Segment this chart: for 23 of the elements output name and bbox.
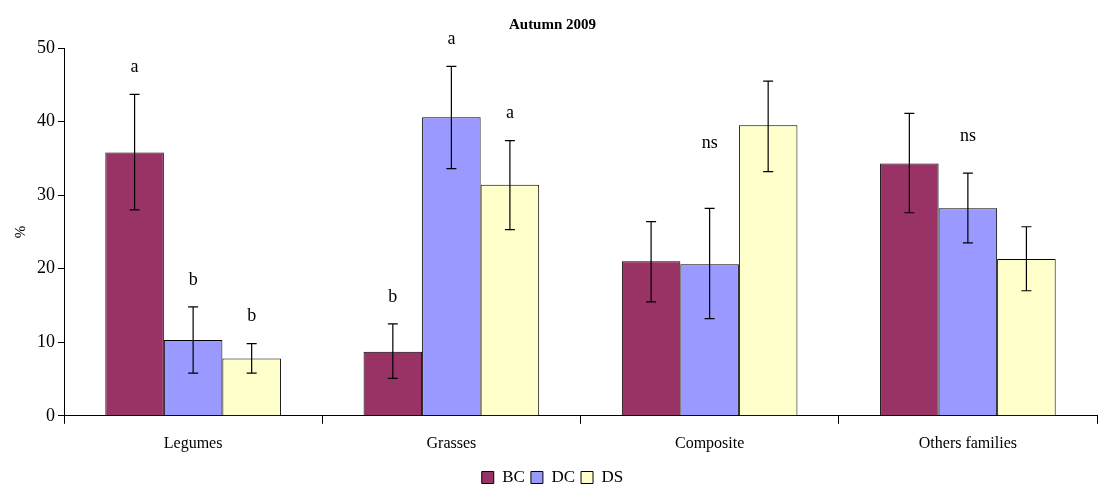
x-tick-label: Grasses [426,433,477,451]
legend-label: DS [601,466,624,486]
legend-label: BC [502,466,525,486]
annotation: ns [959,124,976,145]
y-tick-label: 50 [37,36,55,57]
y-tick-label: 10 [37,330,55,351]
annotation: ns [701,132,718,153]
chart-title: Autumn 2009 [508,15,597,32]
annotation: a [505,102,514,123]
text: a [447,28,456,49]
x-tick-label: Legumes [163,433,223,452]
x-tick-label: Others families [918,433,1017,451]
y-axis-title: % [11,225,28,239]
y-tick-label: 0 [46,404,55,425]
x-tick-label: Composite [674,433,745,452]
annotation: b [247,305,257,326]
annotation: a [130,56,139,77]
y-tick-label: 40 [37,110,55,131]
annotation: b [388,285,398,306]
legend-label: DC [551,466,576,486]
annotation: b [188,268,198,289]
y-tick-label: 20 [37,257,55,278]
y-tick-label: 30 [37,183,55,204]
